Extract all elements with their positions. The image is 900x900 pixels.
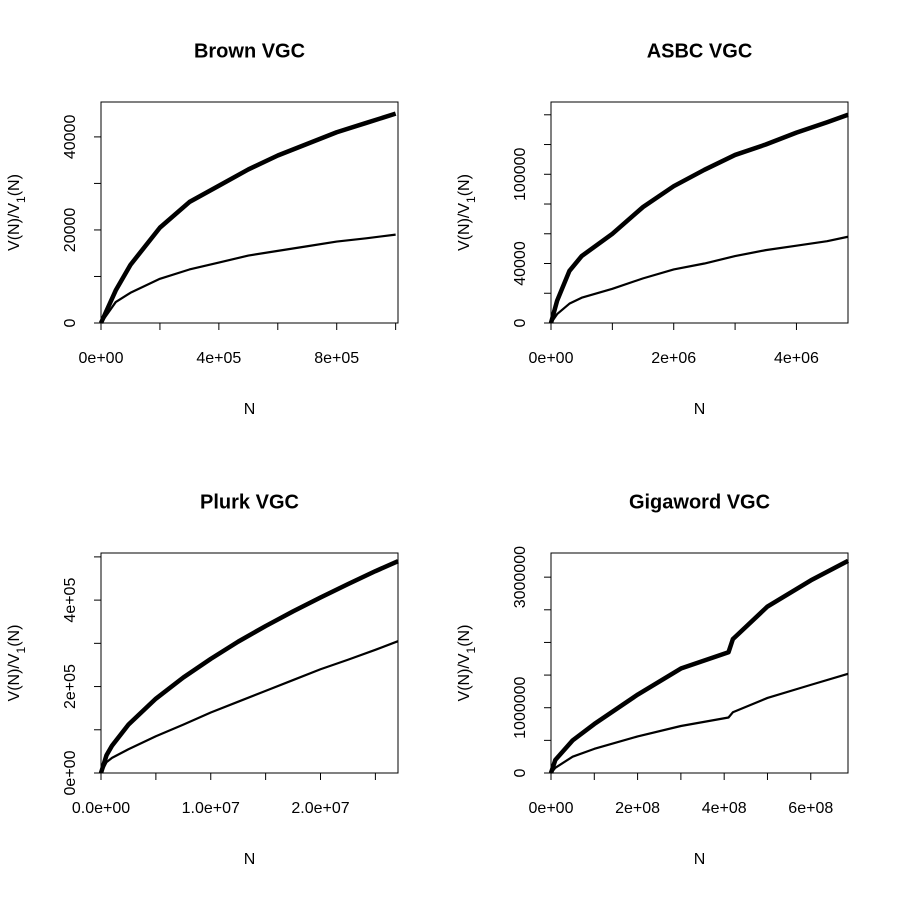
data-line [100, 233, 396, 324]
y-axis-label: V(N)/V1(N) [456, 625, 478, 702]
y-tick-label: 40000 [62, 115, 79, 160]
plot-frame [550, 101, 849, 324]
data-line [548, 112, 849, 324]
chart-title: Plurk VGC [200, 491, 299, 513]
x-tick-label: 0e+00 [529, 350, 574, 367]
y-tick-label: 100000 [512, 147, 529, 200]
plot-frame [550, 552, 849, 774]
chart-title: ASBC VGC [647, 40, 753, 62]
y-axis-label-part: (N) [456, 625, 473, 647]
x-tick-label: 1.0e+07 [182, 800, 240, 817]
x-tick-label: 4e+06 [774, 350, 819, 367]
x-tick-label: 2e+08 [615, 800, 660, 817]
chart-title: Brown VGC [194, 40, 305, 62]
x-tick-label: 2e+06 [651, 350, 696, 367]
x-axis-label: N [244, 401, 256, 418]
y-axis-label: V(N)/V1(N) [6, 625, 28, 702]
data-line [550, 235, 849, 324]
x-tick-label: 2.0e+07 [291, 800, 349, 817]
y-axis-label-part: (N) [6, 174, 23, 196]
y-axis-label-part: (N) [6, 625, 23, 647]
panel: Gigaword VGC N V(N)/V1(N) 0e+00 2e+08 4e+08 6e… [456, 491, 850, 868]
y-axis-label-part: 1 [464, 646, 478, 653]
plot-frame [100, 552, 399, 774]
x-axis-label: N [694, 851, 706, 868]
x-tick-label: 0e+00 [79, 350, 124, 367]
y-axis-label-part: V(N)/V [456, 203, 473, 251]
y-axis-label-part: 1 [14, 646, 28, 653]
y-axis-label-part: (N) [456, 174, 473, 196]
y-axis-label-part: V(N)/V [6, 203, 23, 251]
data-line [98, 111, 397, 324]
y-tick-label: 0 [512, 318, 529, 327]
data-line [98, 559, 399, 774]
data-line [550, 672, 849, 774]
panel: Plurk VGC N V(N)/V1(N) 0.0e+00 1.0e+07 2.0e+0… [6, 491, 399, 868]
y-tick-label: 4e+05 [62, 578, 79, 623]
y-tick-label: 1000000 [512, 676, 529, 738]
x-tick-label: 4e+08 [702, 800, 747, 817]
x-tick-label: 8e+05 [314, 350, 359, 367]
x-tick-label: 6e+08 [788, 800, 833, 817]
x-axis-label: N [694, 401, 706, 418]
panel: ASBC VGC N V(N)/V1(N) 0e+00 2e+06 4e+06 0 40000… [456, 40, 849, 418]
y-tick-label: 0 [62, 318, 79, 327]
y-axis-label-part: 1 [14, 196, 28, 203]
y-tick-label: 0e+00 [62, 750, 79, 795]
chart-title: Gigaword VGC [629, 491, 770, 513]
data-line [548, 558, 850, 774]
y-tick-label: 20000 [62, 208, 79, 253]
x-axis-label: N [244, 851, 256, 868]
x-tick-label: 0.0e+00 [72, 800, 130, 817]
x-tick-label: 4e+05 [196, 350, 241, 367]
y-tick-label: 40000 [512, 241, 529, 286]
plot-frame [100, 101, 399, 324]
y-axis-label-part: 1 [464, 196, 478, 203]
y-tick-label: 3000000 [512, 546, 529, 608]
y-tick-label: 2e+05 [62, 664, 79, 709]
y-axis-label-part: V(N)/V [456, 653, 473, 701]
y-tick-label: 0 [512, 768, 529, 777]
y-axis-label: V(N)/V1(N) [6, 174, 28, 251]
panel: Brown VGC N V(N)/V1(N) 0e+00 4e+05 8e+05 0 2000… [6, 40, 399, 418]
y-axis-label-part: V(N)/V [6, 653, 23, 701]
y-axis-label: V(N)/V1(N) [456, 174, 478, 251]
data-line [100, 640, 399, 774]
x-tick-label: 0e+00 [529, 800, 574, 817]
